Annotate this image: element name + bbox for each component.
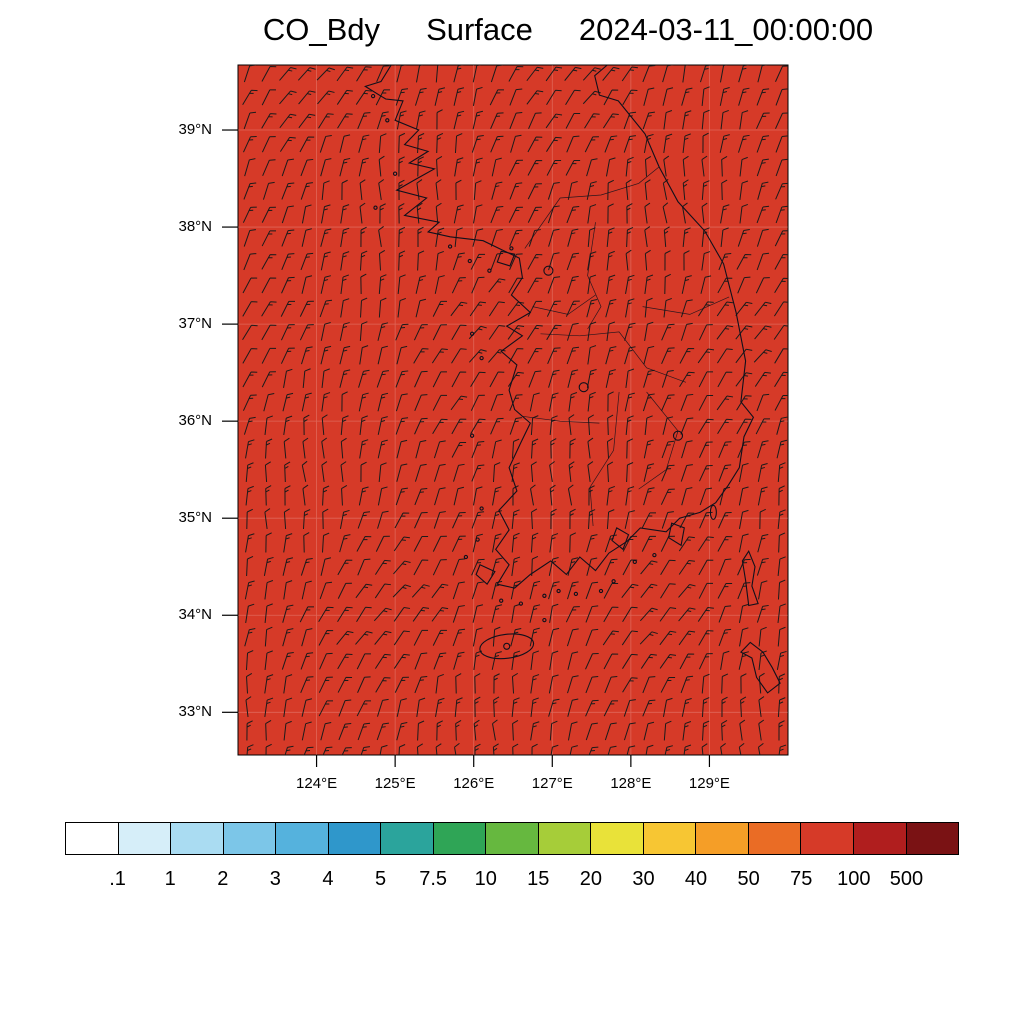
lon-tick-label: 125°E (374, 775, 416, 792)
axis-ticks (222, 129, 711, 767)
colorbar-cell (171, 823, 224, 854)
colorbar-cell (66, 823, 119, 854)
title-level: Surface (426, 12, 533, 47)
colorbar-tick-label: 100 (837, 868, 871, 890)
colorbar-tick-label: 4 (322, 868, 334, 890)
lat-tick-label: 34°N (178, 606, 212, 624)
colorbar-tick-label: 15 (527, 868, 550, 890)
colorbar-tick-label: 75 (790, 868, 813, 890)
colorbar-cell (223, 823, 277, 854)
colorbar-cell (906, 823, 959, 854)
colorbar-cell (853, 823, 907, 854)
lon-tick-label: 129°E (688, 775, 730, 792)
field-fill (237, 64, 789, 756)
lat-tick-label: 38°N (178, 218, 212, 236)
colorbar-cell (801, 823, 854, 854)
colorbar-cell (381, 823, 434, 854)
colorbar-cell (591, 823, 644, 854)
plot-title: CO_Bdy Surface 2024-03-11_00:00:00 (56, 12, 1024, 48)
colorbar-cell (118, 823, 172, 854)
lat-tick-label: 35°N (178, 509, 212, 527)
colorbar-tick-label: 2 (217, 868, 229, 890)
colorbar-cell (433, 823, 487, 854)
colorbar-cell (643, 823, 697, 854)
wind-barb-layer (242, 65, 788, 755)
province-borders-layer (522, 166, 730, 527)
colorbar-tick-label: 30 (632, 868, 655, 890)
colorbar-tick-label: 500 (889, 868, 924, 890)
lat-tick-label: 36°N (178, 412, 212, 430)
colorbar-tick-label: 20 (579, 868, 602, 890)
title-datetime: 2024-03-11_00:00:00 (578, 12, 874, 47)
colorbar-tick-label: .1 (109, 868, 126, 890)
lon-tick-label: 124°E (296, 775, 338, 792)
colorbar-tick-label: 10 (474, 868, 497, 890)
map-svg (222, 64, 789, 767)
colorbar-cell (748, 823, 802, 854)
colorbar-tick-label: 3 (269, 868, 281, 890)
lat-tick-label: 39°N (178, 121, 212, 139)
colorbar-cell (696, 823, 749, 854)
lat-tick-label: 37°N (178, 315, 212, 333)
colorbar-cell (486, 823, 539, 854)
lon-tick-label: 126°E (453, 775, 495, 792)
colorbar-tick-label: 1 (164, 868, 176, 890)
colorbar-cell (538, 823, 592, 854)
colorbar-cell (328, 823, 382, 854)
colorbar-tick-label: 50 (737, 868, 760, 890)
colorbar-tick-label: 7.5 (419, 868, 448, 890)
lon-tick-label: 128°E (610, 775, 652, 792)
map-plot-area (218, 55, 808, 770)
title-variable: CO_Bdy (262, 12, 381, 47)
colorbar-tick-label: 5 (374, 868, 387, 890)
colorbar-tick-labels: .1 1 2 3 4 5 7.5 10 15 20 30 40 50 75 100 500 (65, 868, 959, 894)
coastline-layer (363, 65, 781, 694)
colorbar (65, 822, 959, 855)
colorbar-tick-label: 40 (684, 868, 708, 890)
colorbar-cell (276, 823, 329, 854)
lon-tick-label: 127°E (531, 775, 573, 792)
lat-tick-label: 33°N (178, 703, 212, 721)
